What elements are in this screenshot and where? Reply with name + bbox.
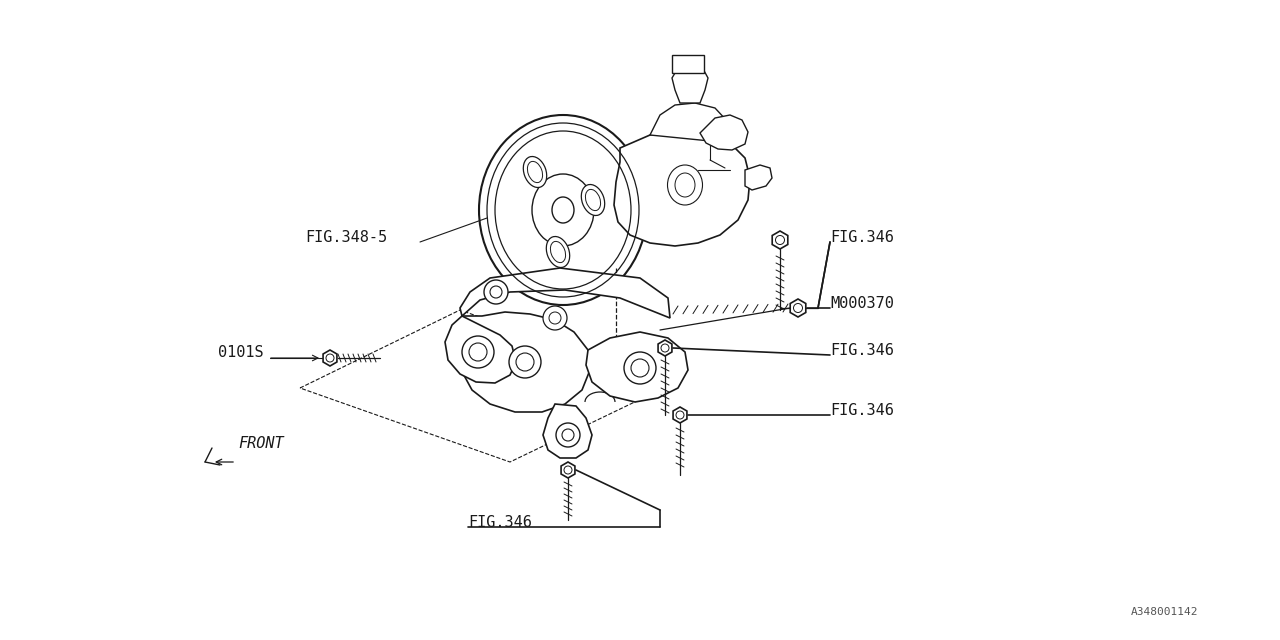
Ellipse shape	[675, 173, 695, 197]
Polygon shape	[323, 350, 337, 366]
Text: FRONT: FRONT	[238, 436, 284, 451]
Ellipse shape	[585, 189, 600, 211]
Ellipse shape	[581, 184, 604, 216]
Ellipse shape	[547, 237, 570, 268]
Polygon shape	[672, 64, 708, 103]
Text: 0101S: 0101S	[218, 345, 264, 360]
Text: FIG.346: FIG.346	[829, 230, 893, 245]
Polygon shape	[650, 103, 730, 143]
Ellipse shape	[667, 165, 703, 205]
Circle shape	[484, 280, 508, 304]
Circle shape	[468, 343, 486, 361]
Circle shape	[543, 306, 567, 330]
Text: A348001142: A348001142	[1132, 607, 1199, 617]
Polygon shape	[658, 340, 672, 356]
Circle shape	[462, 336, 494, 368]
Polygon shape	[586, 332, 689, 402]
Polygon shape	[460, 268, 669, 318]
Ellipse shape	[524, 157, 547, 188]
Ellipse shape	[479, 115, 646, 305]
Text: FIG.346: FIG.346	[829, 343, 893, 358]
Polygon shape	[561, 462, 575, 478]
Ellipse shape	[552, 197, 573, 223]
Ellipse shape	[527, 161, 543, 182]
Ellipse shape	[532, 174, 594, 246]
Polygon shape	[745, 165, 772, 190]
Ellipse shape	[550, 241, 566, 262]
Polygon shape	[460, 312, 590, 412]
Circle shape	[625, 352, 657, 384]
Polygon shape	[772, 231, 787, 249]
Circle shape	[509, 346, 541, 378]
Polygon shape	[445, 316, 516, 383]
Circle shape	[556, 423, 580, 447]
Text: M000370: M000370	[829, 296, 893, 311]
Text: FIG.346: FIG.346	[829, 403, 893, 418]
Polygon shape	[700, 115, 748, 150]
FancyBboxPatch shape	[672, 55, 704, 73]
Polygon shape	[790, 299, 806, 317]
Text: FIG.346: FIG.346	[468, 515, 532, 530]
Polygon shape	[673, 407, 687, 423]
Text: FIG.348-5: FIG.348-5	[305, 230, 387, 245]
Polygon shape	[543, 404, 591, 458]
Polygon shape	[614, 130, 750, 246]
